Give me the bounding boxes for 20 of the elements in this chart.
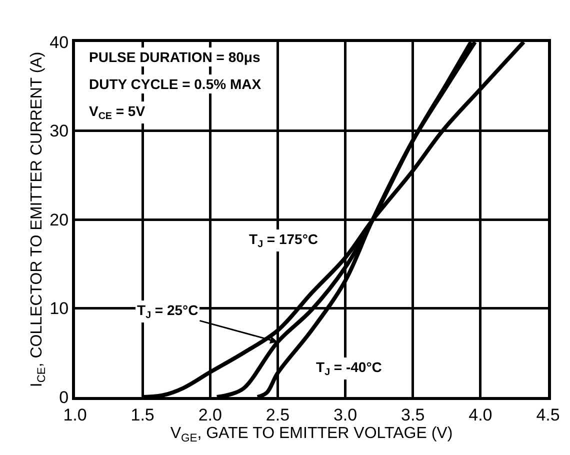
- annotation: T$_{J}$ = -40°C: [316, 359, 382, 378]
- annotation: T$_{J}$ = 25°C: [137, 302, 198, 321]
- x-axis-title: V$_{GE}$, GATE TO EMITTER VOLTAGE (V): [170, 425, 453, 444]
- x-tick-label: 4.5: [536, 405, 560, 424]
- y-tick-label: 20: [50, 210, 69, 230]
- y-tick-label: 10: [50, 299, 69, 318]
- y-tick-label: 30: [50, 122, 69, 141]
- x-tick-label: 4.0: [468, 405, 492, 424]
- y-tick-label: 40: [50, 32, 69, 52]
- annotation: V$_{CE}$ = 5V: [89, 103, 146, 122]
- annotation: T$_{J}$ = 175°C: [249, 231, 318, 250]
- annotation: DUTY CYCLE = 0.5% MAX: [89, 76, 262, 92]
- x-tick-label: 3.0: [333, 405, 358, 424]
- x-tick-label: 2.0: [198, 405, 222, 424]
- x-tick-label: 1.5: [130, 405, 154, 424]
- annotation: PULSE DURATION = 80μs: [89, 49, 260, 65]
- x-tick-label: 1.0: [63, 405, 87, 424]
- x-tick-label: 3.5: [401, 405, 425, 424]
- y-tick-label: 0: [59, 388, 69, 407]
- x-tick-label: 2.5: [266, 405, 290, 424]
